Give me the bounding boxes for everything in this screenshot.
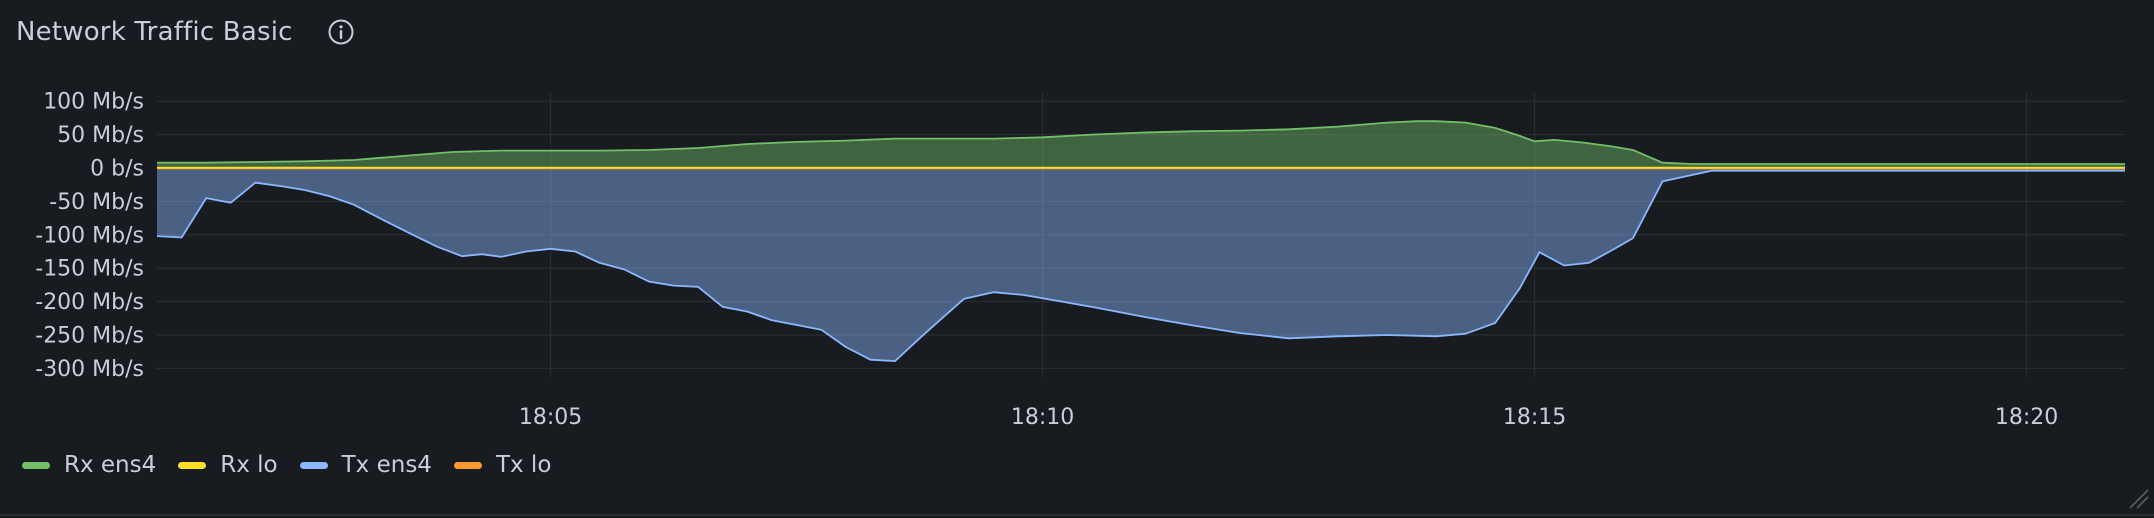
legend-swatch <box>453 461 482 469</box>
y-tick-label: 50 Mb/s <box>57 123 144 148</box>
y-tick-label: 0 b/s <box>90 157 144 182</box>
x-tick-label: 18:15 <box>1503 405 1566 430</box>
series-area-tx-ens4 <box>157 168 2125 362</box>
legend-label: Rx lo <box>220 452 278 478</box>
legend-swatch <box>178 461 207 469</box>
legend: Rx ens4 Rx lo Tx ens4 Tx lo <box>22 452 573 478</box>
resize-handle-icon[interactable] <box>2128 488 2150 510</box>
legend-swatch <box>299 461 328 469</box>
y-tick-label: -250 Mb/s <box>35 324 144 349</box>
info-icon[interactable] <box>327 18 355 46</box>
x-tick-label: 18:20 <box>1995 405 2058 430</box>
y-tick-label: -150 Mb/s <box>35 257 144 282</box>
legend-item-tx-ens4[interactable]: Tx ens4 <box>299 452 432 478</box>
chart[interactable]: 100 Mb/s 50 Mb/s 0 b/s -50 Mb/s -100 Mb/s -15… <box>0 0 2154 440</box>
y-tick-label: 100 Mb/s <box>43 90 144 115</box>
panel-title[interactable]: Network Traffic Basic <box>16 17 293 47</box>
legend-swatch <box>22 461 50 469</box>
series-area-rx-ens4 <box>157 121 2125 168</box>
y-tick-label: -200 Mb/s <box>35 290 144 315</box>
legend-item-rx-lo[interactable]: Rx lo <box>178 452 278 478</box>
series-line-rx-ens4[interactable] <box>157 120 2125 165</box>
legend-label: Tx ens4 <box>341 452 432 478</box>
series-line-tx-ens4[interactable] <box>156 169 2125 363</box>
x-tick-label: 18:10 <box>1011 405 1074 430</box>
legend-item-rx-ens4[interactable]: Rx ens4 <box>22 452 156 478</box>
y-tick-label: -50 Mb/s <box>49 190 144 215</box>
legend-label: Rx ens4 <box>64 452 157 478</box>
y-tick-label: -100 Mb/s <box>35 223 144 248</box>
x-tick-label: 18:05 <box>519 405 582 430</box>
panel-header: Network Traffic Basic <box>16 14 355 50</box>
y-tick-label: -300 Mb/s <box>35 357 144 382</box>
legend-label: Tx lo <box>495 452 552 478</box>
legend-item-tx-lo[interactable]: Tx lo <box>453 452 552 478</box>
